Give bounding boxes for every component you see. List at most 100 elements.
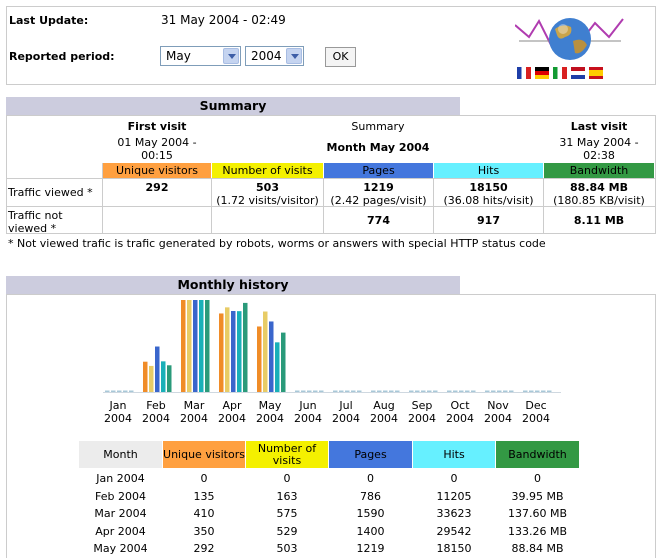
table-cell: 135 [193, 489, 215, 503]
monthly-history-panel: Jan 2004 Feb 2004 Mar 2004 Apr 2004 May 2004 Jun 20… [6, 294, 656, 558]
table-cell: 163 [276, 489, 298, 503]
bar-unique-visitors-5 [295, 390, 300, 392]
tnv-bandwidth: 8.11 MB [573, 214, 625, 227]
bar-pages-4 [269, 321, 274, 392]
monthly-history-chart [103, 300, 561, 393]
bar-unique-visitors-6 [333, 390, 338, 392]
table-cell: 410 [193, 507, 215, 520]
tnv-pages: 774 [367, 214, 390, 227]
ok-button[interactable]: OK [325, 47, 356, 67]
summary-label: Summary [351, 120, 405, 133]
month-axis-label: Jun 2004 [294, 399, 322, 425]
first-visit-value: 01 May 2004 - 00:15 [117, 136, 197, 162]
tv-hits: 18150 [469, 181, 508, 194]
th-number-of-visits: Number of visits [246, 441, 328, 468]
tv-pages: 1219 [363, 181, 394, 194]
month-axis-label: Jul 2004 [332, 399, 360, 425]
bar-hits-7 [389, 390, 394, 392]
bar-unique-visitors-3 [219, 313, 224, 392]
flag-french-icon[interactable] [517, 67, 531, 79]
last-visit-value: 31 May 2004 - 02:38 [559, 136, 639, 162]
bar-number-of-visits-9 [453, 390, 458, 392]
header-panel: Last Update: 31 May 2004 - 02:49 Reporte… [6, 6, 656, 85]
bar-bandwidth-7 [395, 390, 400, 392]
bar-pages-6 [345, 390, 350, 392]
flag-german-icon[interactable] [535, 67, 549, 79]
bar-bandwidth-3 [243, 302, 248, 392]
table-cell: 1400 [356, 524, 385, 538]
tv-bandwidth-sub: (180.85 KB/visit) [553, 194, 645, 207]
month-select-value: May [166, 49, 191, 63]
tv-visits: 503 [256, 181, 279, 194]
bar-unique-visitors-9 [447, 390, 452, 392]
bar-pages-2 [193, 300, 198, 392]
bar-number-of-visits-10 [491, 390, 496, 392]
last-visit-title: Last visit [570, 120, 628, 133]
bar-pages-9 [459, 390, 464, 392]
table-cell: 33623 [436, 507, 472, 520]
traffic-viewed-label: Traffic viewed * [8, 186, 93, 199]
bar-unique-visitors-7 [371, 390, 376, 392]
table-cell: 39.95 MB [511, 489, 564, 503]
bar-unique-visitors-1 [143, 361, 148, 392]
bar-pages-7 [383, 390, 388, 392]
bar-hits-1 [161, 361, 166, 392]
th-bandwidth: Bandwidth [496, 441, 579, 468]
bar-bandwidth-4 [281, 332, 286, 392]
table-cell: 0 [450, 472, 458, 485]
year-select[interactable]: 2004 [245, 46, 304, 66]
col-pages: Pages [324, 163, 433, 178]
monthly-history-section-title: Monthly history [6, 276, 460, 294]
month-select[interactable]: May [160, 46, 241, 66]
tv-pages-sub: (2.42 pages/visit) [330, 194, 427, 207]
language-flags [517, 67, 607, 81]
bar-number-of-visits-7 [377, 390, 382, 392]
table-cell: 350 [193, 524, 215, 538]
th-month: Month [79, 441, 162, 468]
bar-number-of-visits-5 [301, 390, 306, 392]
bar-hits-10 [503, 390, 508, 392]
traffic-not-viewed-label: Traffic not viewed * [8, 209, 63, 235]
bar-unique-visitors-2 [181, 300, 186, 392]
table-cell: 786 [360, 489, 381, 503]
month-axis-label: Jan 2004 [104, 399, 132, 425]
table-cell: 11205 [436, 489, 472, 503]
flag-italian-icon[interactable] [553, 67, 567, 79]
month-axis-label: Nov 2004 [484, 399, 512, 425]
table-cell: 1219 [356, 542, 385, 555]
bar-hits-0 [123, 390, 128, 392]
chevron-down-icon [223, 48, 239, 64]
flag-spanish-icon[interactable] [589, 67, 603, 79]
month-axis-label: Oct 2004 [446, 399, 474, 425]
summary-table: First visit 01 May 2004 - 00:15 Summary … [6, 115, 656, 235]
bar-pages-11 [535, 390, 540, 392]
bar-unique-visitors-0 [105, 390, 110, 392]
bar-number-of-visits-6 [339, 390, 344, 392]
table-cell: May 2004 [93, 542, 148, 555]
table-cell: Jan 2004 [96, 472, 145, 485]
table-cell: 0 [200, 472, 208, 485]
table-cell: 1590 [356, 507, 385, 520]
th-unique-visitors: Unique visitors [163, 441, 245, 468]
col-unique-visitors: Unique visitors [103, 163, 211, 178]
bar-bandwidth-1 [167, 365, 172, 392]
month-axis-label: May 2004 [256, 399, 284, 425]
month-axis-label: Feb 2004 [142, 399, 170, 425]
bar-hits-9 [465, 390, 470, 392]
bar-unique-visitors-10 [485, 390, 490, 392]
table-cell: 133.26 MB [507, 524, 568, 538]
flag-dutch-icon[interactable] [571, 67, 585, 79]
bar-number-of-visits-0 [111, 390, 116, 392]
bar-number-of-visits-1 [149, 365, 154, 392]
table-cell: Apr 2004 [95, 524, 146, 538]
bar-unique-visitors-4 [257, 326, 262, 392]
bar-bandwidth-11 [547, 390, 552, 392]
bar-number-of-visits-2 [187, 300, 192, 392]
month-axis-label: Sep 2004 [408, 399, 436, 425]
bar-bandwidth-9 [471, 390, 476, 392]
bar-hits-6 [351, 390, 356, 392]
last-update-value: 31 May 2004 - 02:49 [161, 13, 286, 27]
tnv-hits: 917 [477, 214, 500, 227]
table-cell: 18150 [436, 542, 472, 555]
table-cell: 0 [283, 472, 291, 485]
